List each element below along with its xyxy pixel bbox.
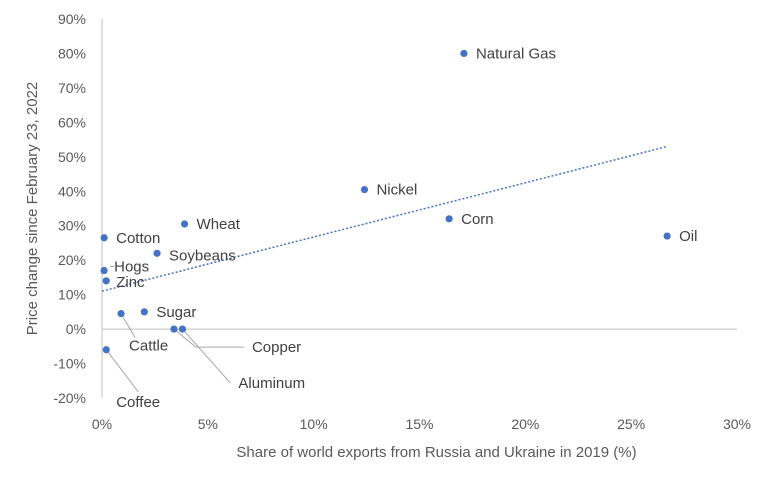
data-label-wheat: Wheat	[197, 216, 241, 233]
y-tick-label: 40%	[58, 183, 86, 199]
data-point-coffee	[102, 346, 110, 354]
label-leader-lines	[105, 266, 244, 393]
trendline	[101, 145, 668, 292]
y-tick-labels: -20% -10% 0% 10% 20% 30% 40% 50% 60% 70% 80% 90%	[53, 11, 86, 406]
data-point-natural-gas	[460, 49, 468, 58]
axes	[101, 19, 737, 398]
data-label-soybeans: Soybeans	[169, 247, 236, 264]
data-label-corn: Corn	[461, 211, 494, 228]
y-tick-label: 70%	[58, 80, 86, 96]
data-label-cotton: Cotton	[116, 230, 160, 247]
leader-line-copper	[173, 328, 244, 348]
data-label-cattle: Cattle	[129, 338, 168, 355]
data-label-coffee: Coffee	[116, 394, 160, 411]
x-tick-label: 10%	[300, 416, 328, 432]
data-point-zinc	[102, 277, 110, 285]
data-label-nickel: Nickel	[376, 182, 417, 199]
y-tick-label: 80%	[58, 45, 86, 61]
data-label-zinc: Zinc	[116, 274, 145, 291]
x-tick-label: 25%	[617, 416, 645, 432]
data-label-copper: Copper	[252, 339, 301, 356]
data-point-oil	[663, 232, 671, 240]
data-point-hogs	[100, 266, 108, 275]
data-point-cotton	[100, 234, 108, 242]
data-points	[100, 49, 671, 354]
x-tick-label: 15%	[405, 416, 433, 432]
y-tick-label: -20%	[53, 390, 86, 406]
y-tick-label: -10%	[53, 356, 86, 372]
data-labels: Natural Gas Nickel Corn Oil Wheat Cotton Soybe…	[114, 45, 697, 410]
y-tick-label: 60%	[58, 114, 86, 130]
x-axis-title: Share of world exports from Russia and U…	[236, 444, 636, 461]
x-tick-label: 0%	[92, 416, 112, 432]
data-point-soybeans	[153, 249, 161, 257]
data-label-oil: Oil	[679, 228, 697, 245]
y-tick-label: 10%	[58, 287, 86, 303]
data-point-wheat	[180, 220, 189, 228]
data-point-sugar	[140, 308, 148, 316]
y-axis-title: Price change since February 23, 2022	[24, 82, 41, 335]
data-label-sugar: Sugar	[156, 304, 196, 321]
data-label-natural-gas: Natural Gas	[476, 45, 556, 62]
x-tick-label: 5%	[198, 416, 218, 432]
data-point-aluminum	[178, 325, 187, 333]
y-tick-label: 0%	[66, 321, 86, 337]
leader-line-cattle	[120, 313, 136, 338]
leader-line-aluminum	[182, 328, 231, 384]
leader-line-coffee	[105, 349, 139, 393]
data-label-aluminum: Aluminum	[238, 375, 305, 392]
x-tick-label: 30%	[723, 416, 751, 432]
x-tick-labels: 0% 5% 10% 15% 20% 25% 30%	[92, 416, 751, 432]
y-tick-label: 20%	[58, 252, 86, 268]
data-point-corn	[445, 215, 453, 223]
y-tick-label: 30%	[58, 218, 86, 234]
x-tick-label: 20%	[511, 416, 539, 432]
y-tick-label: 90%	[58, 11, 86, 27]
y-tick-label: 50%	[58, 149, 86, 165]
data-point-cattle	[117, 309, 125, 318]
data-point-nickel	[360, 185, 369, 194]
data-label-hogs: Hogs	[114, 259, 149, 276]
data-point-copper	[170, 325, 178, 333]
